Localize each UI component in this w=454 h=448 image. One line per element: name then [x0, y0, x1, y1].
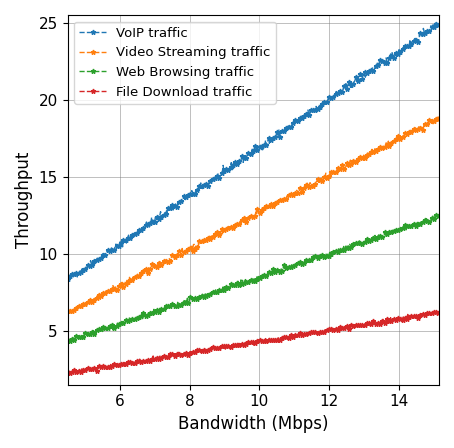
- Line: Video Streaming traffic: Video Streaming traffic: [65, 113, 441, 316]
- Web Browsing traffic: [244, 279, 250, 284]
- File Download traffic: [244, 341, 250, 346]
- Video Streaming traffic: [66, 311, 72, 317]
- VoIP traffic: [286, 123, 292, 128]
- Legend: VoIP traffic, Video Streaming traffic, Web Browsing traffic, File Download traff: VoIP traffic, Video Streaming traffic, W…: [74, 22, 276, 104]
- Web Browsing traffic: [370, 234, 375, 240]
- X-axis label: Bandwidth (Mbps): Bandwidth (Mbps): [178, 415, 329, 433]
- Web Browsing traffic: [434, 212, 439, 217]
- Video Streaming traffic: [242, 214, 247, 220]
- Web Browsing traffic: [242, 278, 247, 284]
- VoIP traffic: [436, 23, 442, 29]
- VoIP traffic: [433, 21, 438, 26]
- VoIP traffic: [244, 154, 250, 159]
- Line: VoIP traffic: VoIP traffic: [65, 21, 441, 282]
- VoIP traffic: [266, 141, 272, 146]
- Video Streaming traffic: [244, 218, 250, 223]
- Video Streaming traffic: [436, 114, 442, 119]
- VoIP traffic: [65, 277, 71, 283]
- Video Streaming traffic: [428, 120, 434, 125]
- Web Browsing traffic: [436, 213, 442, 219]
- Web Browsing traffic: [266, 270, 272, 276]
- File Download traffic: [266, 336, 272, 341]
- VoIP traffic: [65, 276, 70, 282]
- File Download traffic: [286, 333, 292, 338]
- Video Streaming traffic: [65, 309, 70, 314]
- Video Streaming traffic: [266, 205, 272, 210]
- Video Streaming traffic: [434, 113, 439, 119]
- File Download traffic: [436, 310, 442, 315]
- File Download traffic: [242, 340, 247, 346]
- VoIP traffic: [370, 65, 375, 70]
- File Download traffic: [65, 370, 70, 375]
- Web Browsing traffic: [67, 339, 73, 344]
- Web Browsing traffic: [286, 264, 292, 269]
- Line: Web Browsing traffic: Web Browsing traffic: [65, 212, 441, 344]
- Y-axis label: Throughput: Throughput: [15, 152, 33, 248]
- File Download traffic: [433, 309, 439, 314]
- Web Browsing traffic: [428, 219, 434, 224]
- VoIP traffic: [242, 156, 247, 162]
- Video Streaming traffic: [370, 150, 375, 155]
- Web Browsing traffic: [65, 337, 70, 342]
- File Download traffic: [370, 319, 375, 324]
- File Download traffic: [428, 311, 434, 317]
- Video Streaming traffic: [286, 194, 292, 199]
- Line: File Download traffic: File Download traffic: [65, 309, 441, 376]
- VoIP traffic: [428, 23, 434, 29]
- File Download traffic: [66, 371, 72, 376]
